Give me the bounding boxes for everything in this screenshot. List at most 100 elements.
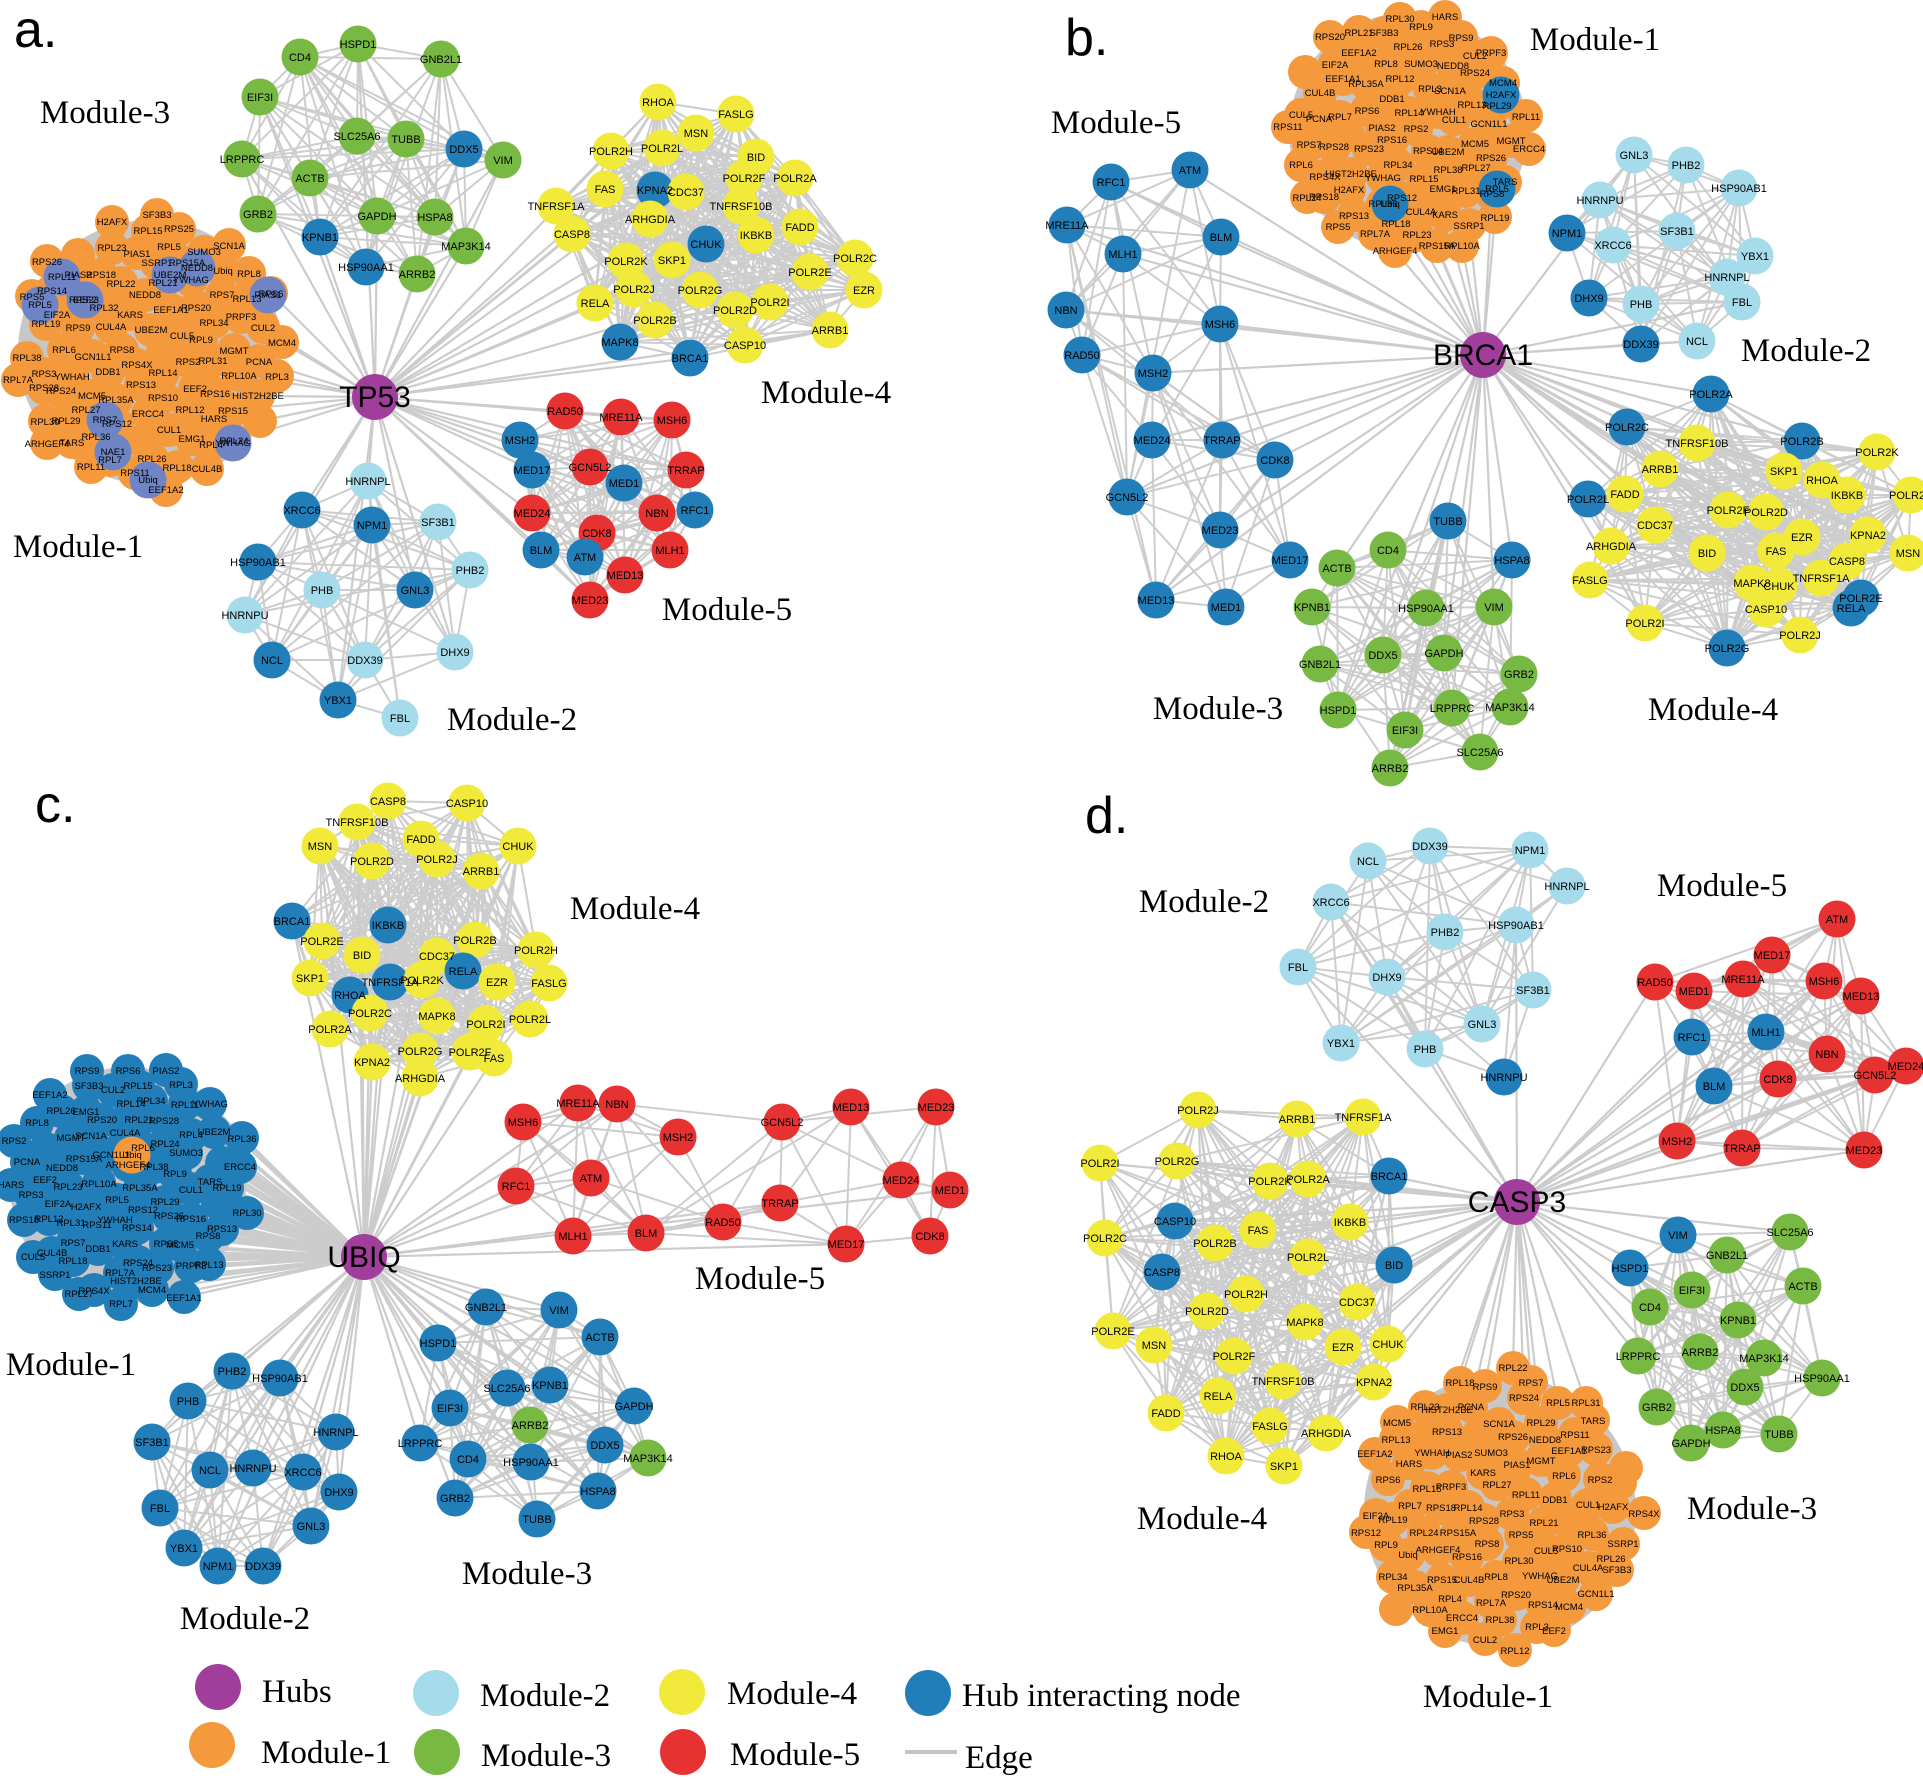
svg-text:RPL11: RPL11 [77,462,105,473]
svg-text:RAD50: RAD50 [705,1217,740,1229]
svg-text:RPL12: RPL12 [175,405,204,416]
svg-text:RPS2: RPS2 [1588,1475,1613,1486]
svg-text:RPS13: RPS13 [1339,211,1369,222]
svg-text:GRB2: GRB2 [243,209,273,221]
svg-text:RPL18: RPL18 [1445,1378,1474,1389]
svg-text:RPS20: RPS20 [181,303,211,314]
svg-text:ATM: ATM [574,552,596,564]
svg-text:TNFRSF10B: TNFRSF10B [1666,438,1729,450]
svg-text:POLR2B: POLR2B [453,935,496,947]
svg-text:NBN: NBN [605,1099,628,1111]
svg-text:DDB1: DDB1 [95,367,120,378]
svg-text:DDX5: DDX5 [1730,1382,1759,1394]
svg-text:NPM1: NPM1 [1515,845,1546,857]
svg-text:PRPF3: PRPF3 [176,1261,207,1272]
svg-text:RPS20: RPS20 [1315,32,1345,43]
svg-text:RPL11: RPL11 [1512,1490,1540,1501]
svg-text:RFC1: RFC1 [1678,1032,1707,1044]
svg-text:HSPA8: HSPA8 [417,212,452,224]
svg-text:MGMT: MGMT [1496,136,1525,147]
svg-text:a.: a. [14,1,57,59]
svg-text:FADD: FADD [1151,1408,1180,1420]
svg-text:Module-2: Module-2 [480,1678,610,1714]
svg-text:EMG1: EMG1 [73,1107,100,1118]
svg-text:POLR2C: POLR2C [1083,1233,1127,1245]
svg-text:Module-5: Module-5 [662,592,792,628]
svg-text:RPL10A: RPL10A [1412,1605,1448,1616]
svg-text:MSH6: MSH6 [1205,319,1236,331]
svg-text:MED23: MED23 [1846,1145,1883,1157]
svg-text:MED17: MED17 [1754,950,1791,962]
svg-text:SKP1: SKP1 [1270,1461,1298,1473]
svg-text:FAS: FAS [595,184,616,196]
svg-text:CD4: CD4 [457,1454,479,1466]
svg-text:POLR2J: POLR2J [1177,1105,1219,1117]
svg-text:HSP90AB1: HSP90AB1 [1488,920,1544,932]
svg-text:RPS4X: RPS4X [1309,172,1341,183]
svg-text:RPL34: RPL34 [1383,160,1412,171]
svg-text:POLR2D: POLR2D [1744,507,1788,519]
svg-text:KPNA2: KPNA2 [1850,530,1886,542]
svg-text:GAPDH: GAPDH [1671,1438,1710,1450]
svg-text:POLR2C: POLR2C [348,1008,392,1020]
svg-text:Ubiq: Ubiq [138,475,158,486]
svg-text:POLR2H: POLR2H [1224,1289,1268,1301]
svg-text:RPS13: RPS13 [1432,1427,1462,1438]
svg-text:SLC25A6: SLC25A6 [333,131,380,143]
svg-text:ARHGDIA: ARHGDIA [1586,541,1637,553]
svg-text:MED23: MED23 [918,1102,955,1114]
svg-text:PCNA: PCNA [246,357,273,368]
svg-text:CD4: CD4 [1639,1302,1661,1314]
svg-text:CHUK: CHUK [690,239,722,251]
svg-text:POLR2J: POLR2J [1779,630,1821,642]
svg-text:MSH2: MSH2 [663,1132,694,1144]
svg-text:NBN: NBN [1054,305,1077,317]
svg-text:RPS5: RPS5 [1509,1530,1534,1541]
svg-text:YBX1: YBX1 [1741,251,1769,263]
svg-text:POLR2L: POLR2L [509,1014,551,1026]
svg-text:TP53: TP53 [339,381,411,414]
svg-text:POLR2H: POLR2H [589,146,633,158]
svg-text:HSP90AA1: HSP90AA1 [1794,1373,1850,1385]
svg-text:RPL36: RPL36 [1577,1530,1606,1541]
svg-text:MSH6: MSH6 [657,415,688,427]
svg-text:ARRB1: ARRB1 [812,325,849,337]
svg-text:BID: BID [1385,1260,1403,1272]
svg-text:ERCC4: ERCC4 [224,1162,256,1173]
svg-text:RPL15: RPL15 [1409,174,1438,185]
svg-text:Module-2: Module-2 [447,702,577,738]
svg-text:SKP1: SKP1 [296,973,324,985]
svg-text:POLR2F: POLR2F [723,173,766,185]
svg-text:MCM4: MCM4 [138,1285,166,1296]
svg-text:MLH1: MLH1 [1751,1027,1780,1039]
svg-text:MED1: MED1 [1211,602,1242,614]
svg-text:KARS: KARS [1470,1468,1496,1479]
svg-text:EEF2: EEF2 [33,1175,57,1186]
svg-text:RELA: RELA [1204,1391,1233,1403]
svg-text:MSH2: MSH2 [505,435,536,447]
svg-text:RPL29: RPL29 [1482,101,1511,112]
svg-text:FAS: FAS [1248,1225,1269,1237]
svg-text:RPS18: RPS18 [1426,1503,1456,1514]
svg-text:HNRNPL: HNRNPL [345,476,390,488]
svg-text:MAPK8: MAPK8 [418,1011,455,1023]
svg-text:SLC25A6: SLC25A6 [1766,1227,1813,1239]
svg-text:RPS12: RPS12 [1351,1528,1381,1539]
svg-text:XRCC6: XRCC6 [283,505,320,517]
svg-text:GCN1L1: GCN1L1 [1471,119,1508,130]
svg-text:CASP8: CASP8 [554,229,590,241]
svg-text:EMG1: EMG1 [1432,1626,1459,1637]
svg-text:TUBB: TUBB [1764,1429,1793,1441]
svg-text:YWHAH: YWHAH [1414,1448,1450,1459]
svg-text:HSPA8: HSPA8 [1494,555,1529,567]
svg-text:POLR2D: POLR2D [1185,1306,1229,1318]
svg-text:DDX39: DDX39 [1623,339,1658,351]
svg-text:EEF1A2: EEF1A2 [1341,48,1376,59]
svg-text:RPS12: RPS12 [128,1205,158,1216]
svg-text:EEF2: EEF2 [73,295,97,306]
svg-text:RPL5: RPL5 [105,1195,129,1206]
svg-text:RPL36: RPL36 [81,432,110,443]
svg-text:TRRAP: TRRAP [1723,1143,1760,1155]
svg-text:RPL9: RPL9 [1409,22,1433,33]
svg-text:SF3B3: SF3B3 [1602,1565,1631,1576]
